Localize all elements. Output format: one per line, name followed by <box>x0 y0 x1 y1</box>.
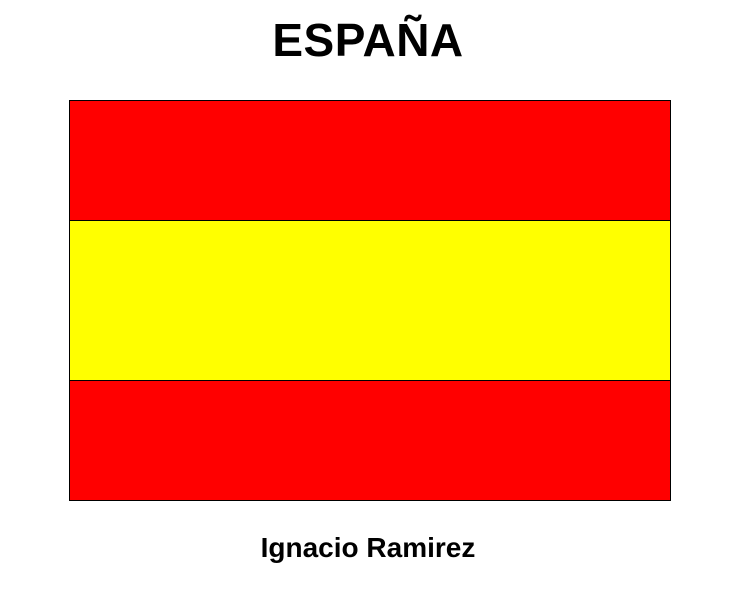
author-name: Ignacio Ramirez <box>260 532 476 563</box>
page-title: ESPAÑA <box>272 14 464 66</box>
spain-flag <box>69 100 671 501</box>
flag-stripe-middle <box>70 221 670 381</box>
flag-stripe-top <box>70 101 670 221</box>
flag-stripe-bottom <box>70 381 670 500</box>
